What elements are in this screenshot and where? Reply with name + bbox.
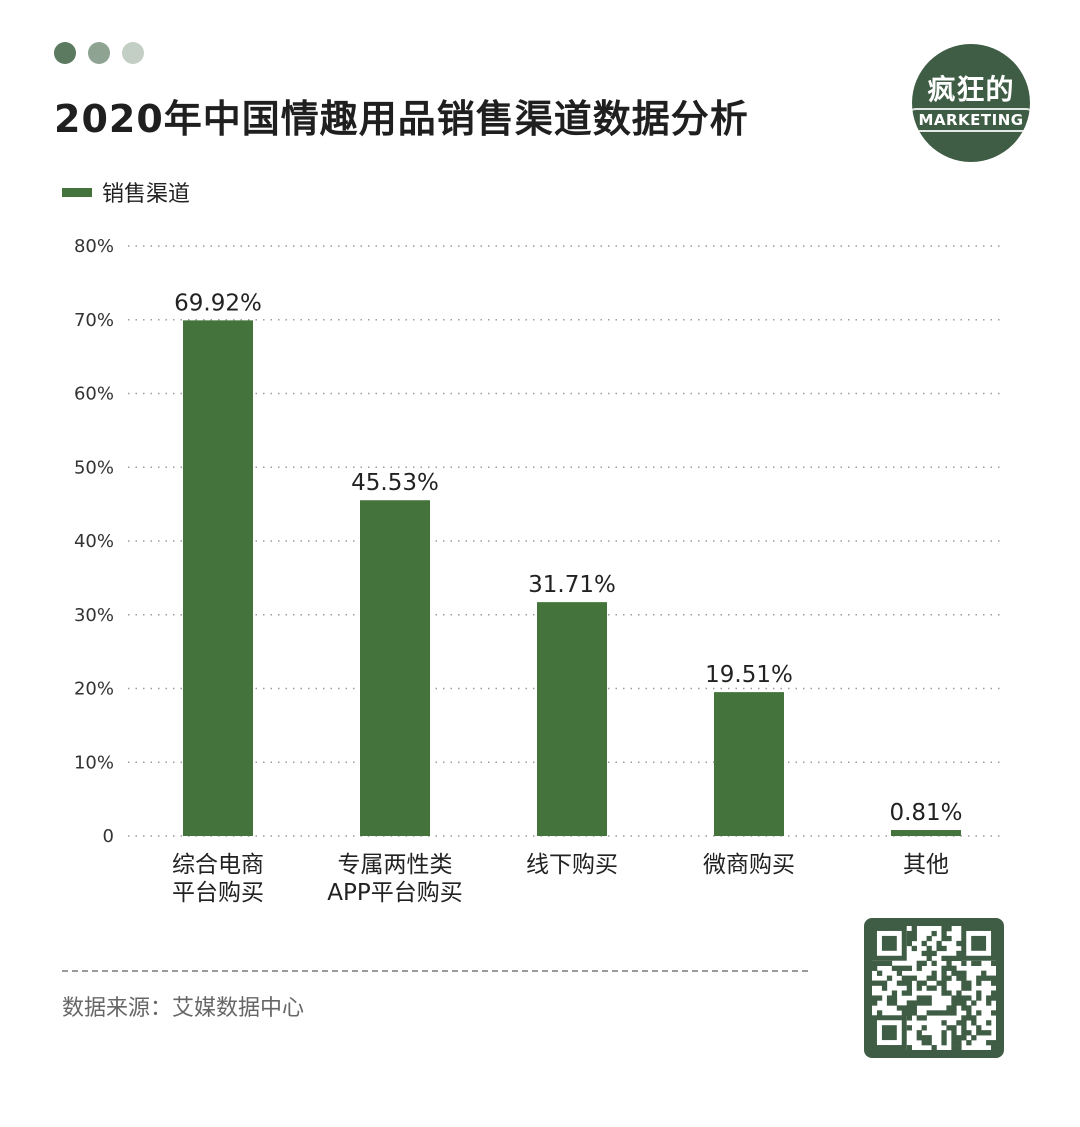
window-dots xyxy=(54,42,144,64)
qr-code-icon xyxy=(864,918,1004,1058)
legend-swatch xyxy=(62,187,92,197)
dot-1 xyxy=(54,42,76,64)
y-tick-label: 20% xyxy=(74,679,114,700)
y-tick-label: 80% xyxy=(74,236,114,257)
bar xyxy=(183,320,253,837)
x-tick-label: 专属两性类 xyxy=(338,852,453,878)
data-label: 69.92% xyxy=(174,290,262,316)
data-label: 31.71% xyxy=(528,572,616,598)
logo-text-cn: 疯狂的 xyxy=(927,73,1015,106)
y-tick-label: 60% xyxy=(74,384,114,405)
x-tick-label: 其他 xyxy=(903,852,949,878)
x-tick-label: 平台购买 xyxy=(172,880,264,906)
bar xyxy=(360,500,430,836)
logo-text-en: MARKETING xyxy=(912,108,1030,132)
y-tick-label: 0 xyxy=(103,826,114,847)
x-tick-label: 综合电商 xyxy=(172,852,264,878)
x-tick-label: 线下购买 xyxy=(526,852,618,878)
bar xyxy=(714,692,784,836)
data-label: 19.51% xyxy=(705,662,793,688)
page-title: 2020年中国情趣用品销售渠道数据分析 xyxy=(54,97,749,141)
y-tick-label: 30% xyxy=(74,605,114,626)
dot-3 xyxy=(122,42,144,64)
y-tick-label: 70% xyxy=(74,310,114,331)
y-tick-label: 50% xyxy=(74,457,114,478)
x-tick-label: 微商购买 xyxy=(703,852,795,878)
dot-2 xyxy=(88,42,110,64)
x-tick-label: APP平台购买 xyxy=(327,880,462,906)
footer-divider xyxy=(62,970,808,972)
bar xyxy=(891,830,961,836)
bar xyxy=(537,602,607,836)
brand-logo: 疯狂的 MARKETING xyxy=(912,44,1030,162)
data-label: 0.81% xyxy=(889,800,962,826)
y-tick-label: 40% xyxy=(74,531,114,552)
legend-label: 销售渠道 xyxy=(102,182,191,207)
y-tick-label: 10% xyxy=(74,752,114,773)
data-source: 数据来源：艾媒数据中心 xyxy=(62,996,305,1021)
qr-code-pattern xyxy=(872,926,996,1050)
data-label: 45.53% xyxy=(351,470,439,496)
chart-legend: 销售渠道 xyxy=(62,176,190,208)
